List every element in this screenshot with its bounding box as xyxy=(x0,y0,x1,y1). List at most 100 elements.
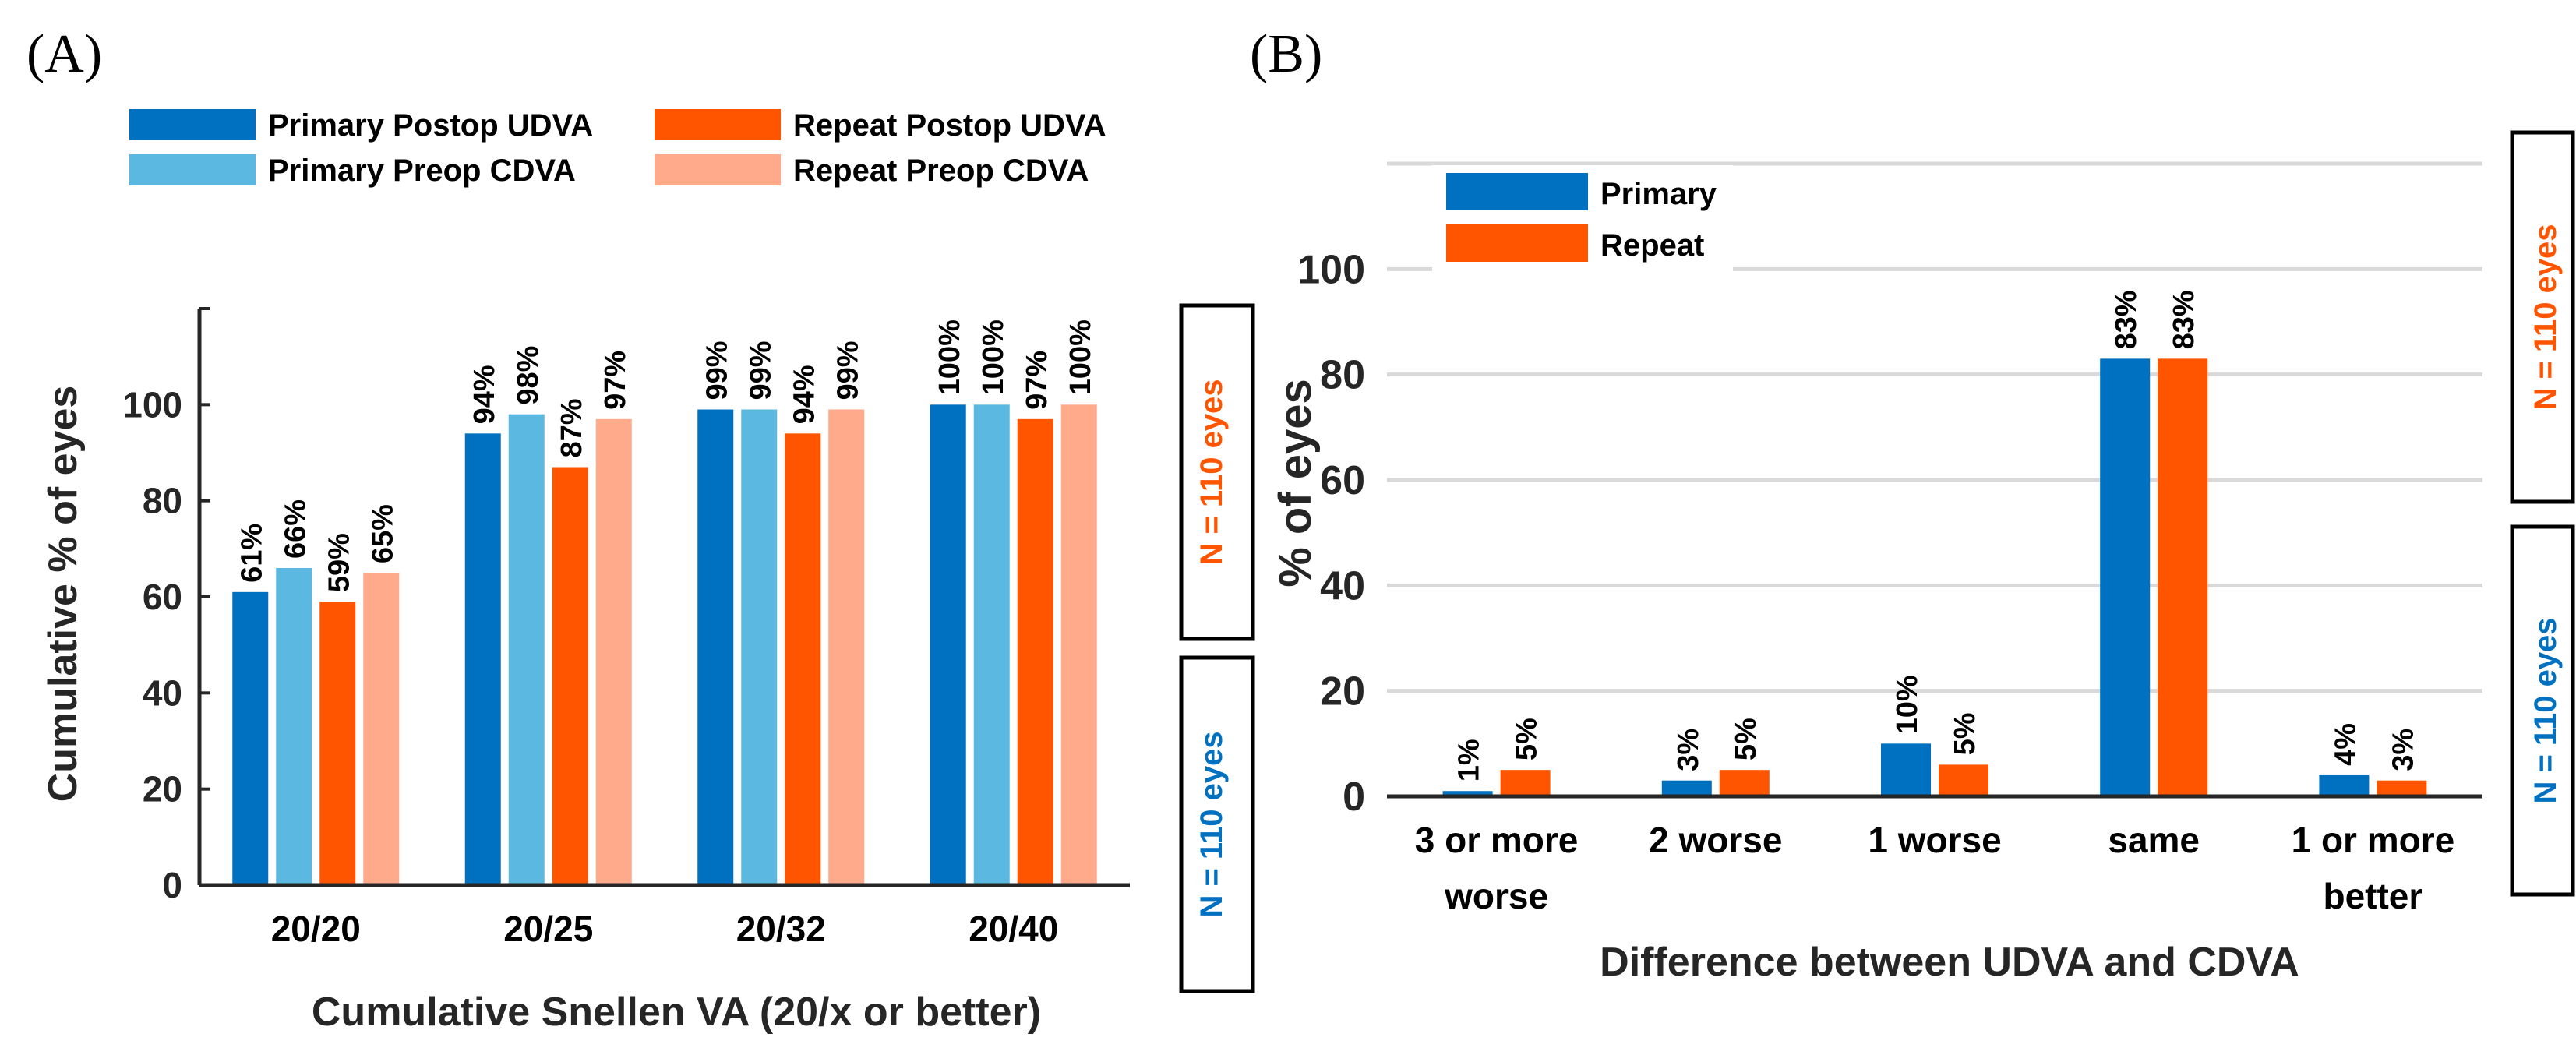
panel-a-y-tick-label: 80 xyxy=(143,481,182,521)
panel-a-sample-size-label: N = 110 eyes xyxy=(1194,731,1229,917)
panel-a-label: (A) xyxy=(26,24,102,84)
panel-b-bar xyxy=(1442,791,1493,796)
panel-b-bars: 1% 5% 3% 5% 10% 5% 83% 83% 4% 3% xyxy=(1442,290,2427,796)
panel-a-bar-value-label: 65% xyxy=(366,504,399,563)
panel-a-y-tick-label: 0 xyxy=(162,865,182,905)
panel-a-x-tick-label: 20/40 xyxy=(969,909,1058,949)
panel-a-bar xyxy=(232,591,269,885)
panel-b-y-tick-label: 20 xyxy=(1320,669,1365,715)
panel-b-x-tick-label: 1 worse xyxy=(1868,820,2001,860)
panel-a-bar-value-label: 97% xyxy=(599,351,632,410)
panel-b-bar xyxy=(1719,770,1770,796)
panel-b-x-tick-label: same xyxy=(2108,820,2200,860)
panel-a-bar xyxy=(973,404,1010,885)
panel-b: (B) 1% 5% 3% 5% 10% 5% 83% 83% 4% 3% 0 20 40 60 80 100… xyxy=(1250,24,2575,985)
panel-a-bar xyxy=(276,568,312,885)
panel-a-legend-label: Primary Preop CDVA xyxy=(268,153,576,188)
panel-b-x-axis-title: Difference between UDVA and CDVA xyxy=(1600,940,2299,985)
panel-b-y-tick-label: 80 xyxy=(1320,353,1365,398)
panel-b-sample-size-box xyxy=(2510,130,2575,504)
panel-b-y-tick-label: 0 xyxy=(1343,774,1365,820)
panel-b-bar xyxy=(2319,774,2370,796)
panel-a-bar xyxy=(930,404,966,885)
panel-b-x-tick-label: better xyxy=(2323,876,2422,916)
panel-a-bars: 61% 66% 59% 65% 94% 98% 87% 97% 99% 99% 94% 99% 100%… xyxy=(232,319,1097,885)
panel-b-bar-value-label: 5% xyxy=(1730,718,1763,760)
panel-b-bar-value-label: 10% xyxy=(1891,675,1924,734)
panel-b-label: (B) xyxy=(1250,24,1322,84)
panel-a-y-tick-label: 60 xyxy=(143,577,182,617)
panel-a-bar xyxy=(363,573,400,885)
panel-a-bar-value-label: 59% xyxy=(323,533,355,592)
panel-a-bar xyxy=(697,409,734,885)
panel-a-bar-value-label: 99% xyxy=(744,340,777,400)
panel-b-bar-value-label: 1% xyxy=(1453,739,1486,782)
panel-a-legend-label: Primary Postop UDVA xyxy=(268,108,593,143)
panel-a-legend-swatch xyxy=(655,154,781,185)
panel-a-sample-size-label: N = 110 eyes xyxy=(1194,379,1229,565)
panel-b-bar-value-label: 4% xyxy=(2329,723,2362,766)
panel-a-bar xyxy=(319,602,356,885)
panel-b-bar-value-label: 5% xyxy=(1511,718,1544,760)
panel-a-legend-label: Repeat Postop UDVA xyxy=(793,108,1106,143)
panel-a-bar-value-label: 66% xyxy=(279,499,312,559)
panel-a-legend-swatch xyxy=(129,109,256,140)
panel-a-x-tick-label: 20/20 xyxy=(271,909,361,949)
panel-b-sample-size-boxes: N = 110 eyes N = 110 eyes xyxy=(2510,130,2575,897)
panel-b-bar xyxy=(2158,358,2208,796)
panel-a-bar-value-label: 100% xyxy=(933,319,966,395)
panel-a-bar-value-label: 99% xyxy=(831,340,864,400)
panel-a-legend: Primary Postop UDVA Primary Preop CDVA Rep… xyxy=(129,108,1106,188)
panel-b-legend: Primary Repeat xyxy=(1432,165,1733,276)
panel-b-bar xyxy=(1939,764,1988,796)
panel-a-bar-value-label: 99% xyxy=(700,340,733,400)
panel-b-legend-swatch xyxy=(1446,224,1588,262)
panel-a-legend-label: Repeat Preop CDVA xyxy=(793,153,1089,188)
panel-a-legend-swatch xyxy=(129,154,256,185)
panel-a-bar-value-label: 94% xyxy=(468,365,501,424)
panel-a-bar xyxy=(785,433,821,885)
panel-b-sample-size-box xyxy=(2510,524,2575,897)
panel-a-y-tick-label: 100 xyxy=(122,384,182,425)
panel-a-sample-size-box xyxy=(1179,303,1255,641)
panel-b-y-tick-label: 60 xyxy=(1320,458,1365,503)
panel-b-y-tick-label: 100 xyxy=(1297,247,1365,292)
panel-b-y-tick-label: 40 xyxy=(1320,563,1365,609)
panel-b-sample-size-label: N = 110 eyes xyxy=(2528,224,2563,410)
panel-b-x-tick-label: 1 or more xyxy=(2292,820,2455,860)
panel-a-bar-value-label: 87% xyxy=(556,398,588,457)
panel-a-y-tick-label: 20 xyxy=(143,769,182,810)
panel-a-bar xyxy=(1017,418,1053,885)
panel-b-bar xyxy=(2377,780,2427,796)
panel-b-sample-size-label: N = 110 eyes xyxy=(2528,617,2563,803)
panel-a-bar xyxy=(828,409,865,885)
panel-b-bar xyxy=(1881,743,1931,796)
panel-a-bar xyxy=(552,467,588,885)
panel-b-legend-swatch xyxy=(1446,173,1588,210)
panel-a-legend-swatch xyxy=(655,109,781,140)
panel-b-axes: 0 20 40 60 80 100 3 or more worse 2 worse 1 worse… xyxy=(1297,247,2482,916)
panel-a-x-tick-label: 20/32 xyxy=(736,909,826,949)
panel-a-bar-value-label: 98% xyxy=(512,346,545,405)
panel-b-x-tick-label: worse xyxy=(1444,876,1548,916)
panel-a-bar xyxy=(464,433,501,885)
panel-a-x-tick-label: 20/25 xyxy=(503,909,593,949)
panel-a-bar-value-label: 100% xyxy=(1064,319,1097,395)
panel-a-bar-value-label: 97% xyxy=(1021,351,1053,410)
panel-b-bar-value-label: 83% xyxy=(2110,290,2143,349)
panel-a-y-axis-title: Cumulative % of eyes xyxy=(41,386,86,803)
panel-b-bar-value-label: 5% xyxy=(1949,712,1981,755)
panel-b-legend-label: Repeat xyxy=(1600,228,1704,263)
panel-b-x-tick-label: 2 worse xyxy=(1649,820,1782,860)
panel-a-bar-value-label: 94% xyxy=(788,365,820,424)
panel-a-bar xyxy=(508,414,545,885)
panel-a-x-axis-title: Cumulative Snellen VA (20/x or better) xyxy=(312,990,1041,1035)
panel-b-bar xyxy=(1661,780,1712,796)
panel-a-sample-size-box xyxy=(1179,655,1255,993)
panel-b-bar xyxy=(2100,358,2151,796)
panel-a-y-tick-label: 40 xyxy=(143,672,182,713)
panel-b-x-tick-label: 3 or more xyxy=(1415,820,1579,860)
panel-b-y-axis-title: % of eyes xyxy=(1270,379,1321,587)
panel-a-bar xyxy=(1060,404,1097,885)
